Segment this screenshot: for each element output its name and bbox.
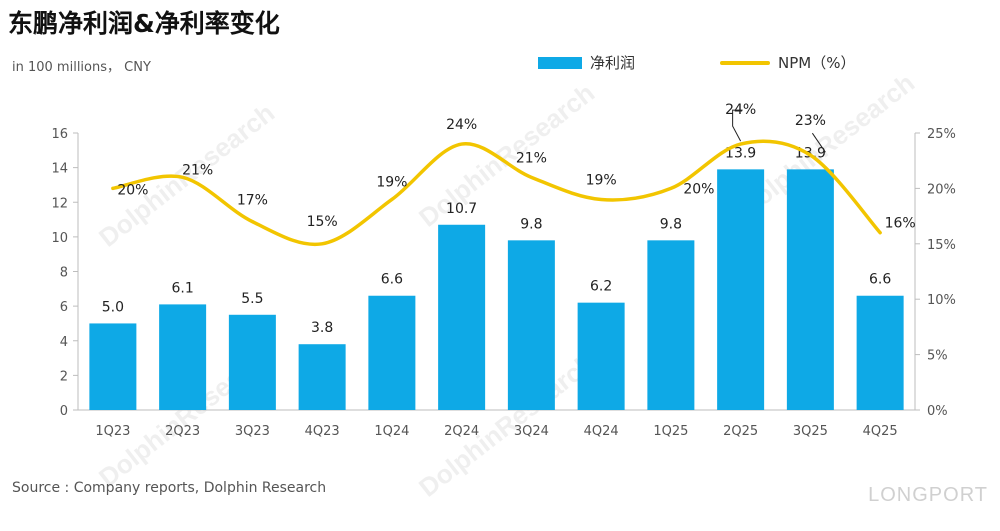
chart-title: 东鹏净利润&净利率变化 xyxy=(8,9,280,38)
bar-1Q24 xyxy=(368,295,416,410)
y-left-tick-label: 10 xyxy=(51,231,68,246)
legend-item-line: NPM（%） xyxy=(720,52,855,73)
bar-label-1Q24: 6.6 xyxy=(381,272,403,288)
y-left-tick-label: 4 xyxy=(60,335,68,350)
leader-line-2Q25 xyxy=(732,109,743,142)
line-label-2Q24: 24% xyxy=(446,117,477,133)
bar-4Q23 xyxy=(298,344,346,410)
bar-2Q23 xyxy=(159,304,207,410)
y-left-tick-label: 8 xyxy=(60,266,68,281)
legend-line-swatch xyxy=(720,60,770,65)
line-label-3Q23: 17% xyxy=(237,193,268,209)
unit-label: in 100 millions， CNY xyxy=(12,60,151,75)
legend-label-line: NPM（%） xyxy=(778,54,856,72)
x-tick-label-4Q25: 4Q25 xyxy=(863,424,898,439)
longport-logo: LONGPORT xyxy=(868,484,988,506)
bar-label-3Q24: 9.8 xyxy=(520,216,542,232)
y-right-tick-label: 0% xyxy=(927,404,948,419)
bar-1Q23 xyxy=(89,323,137,410)
bar-4Q25 xyxy=(856,295,904,410)
bar-label-4Q25: 6.6 xyxy=(869,272,891,288)
line-label-2Q23: 21% xyxy=(182,162,213,178)
y-right-tick-label: 10% xyxy=(927,293,956,308)
x-tick-label-3Q23: 3Q23 xyxy=(235,424,270,439)
x-tick-label-2Q23: 2Q23 xyxy=(165,424,200,439)
source-note: Source : Company reports, Dolphin Resear… xyxy=(12,480,327,496)
bar-1Q25 xyxy=(647,240,695,410)
y-right-tick-label: 15% xyxy=(927,238,956,253)
line-label-4Q23: 15% xyxy=(307,214,338,230)
bar-3Q24 xyxy=(507,240,555,410)
x-tick-label-1Q23: 1Q23 xyxy=(95,424,130,439)
bar-2Q25 xyxy=(717,169,765,410)
bar-label-1Q25: 9.8 xyxy=(660,216,682,232)
x-tick-label-2Q25: 2Q25 xyxy=(723,424,758,439)
line-label-1Q24: 19% xyxy=(376,174,407,190)
y-left-tick-label: 0 xyxy=(60,404,68,419)
y-left-tick-label: 12 xyxy=(51,196,68,211)
bar-label-2Q25: 13.9 xyxy=(725,145,756,161)
x-tick-label-2Q24: 2Q24 xyxy=(444,424,479,439)
line-label-4Q25: 16% xyxy=(885,216,916,232)
line-label-3Q25: 23% xyxy=(795,113,826,129)
y-right-tick-label: 25% xyxy=(927,127,956,142)
bar-label-3Q23: 5.5 xyxy=(241,291,263,307)
bar-3Q23 xyxy=(228,314,276,410)
legend-bar-swatch xyxy=(538,56,582,69)
leader-line-3Q25 xyxy=(811,132,826,153)
legend-label-bar: 净利润 xyxy=(590,54,636,72)
line-label-4Q24: 19% xyxy=(586,172,617,188)
line-label-1Q23: 20% xyxy=(117,182,148,198)
line-label-1Q25: 20% xyxy=(683,181,714,197)
x-tick-label-3Q25: 3Q25 xyxy=(793,424,828,439)
x-tick-label-3Q24: 3Q24 xyxy=(514,424,549,439)
y-right-tick-label: 20% xyxy=(927,182,956,197)
y-left-tick-label: 16 xyxy=(51,127,68,142)
bar-label-4Q24: 6.2 xyxy=(590,279,612,295)
bar-label-1Q23: 5.0 xyxy=(102,299,124,315)
legend-item-bar: 净利润 xyxy=(538,52,635,73)
bar-label-4Q23: 3.8 xyxy=(311,320,333,336)
bar-label-2Q24: 10.7 xyxy=(446,201,477,217)
y-left-tick-label: 6 xyxy=(60,300,68,315)
x-tick-label-4Q23: 4Q23 xyxy=(305,424,340,439)
bar-label-2Q23: 6.1 xyxy=(171,280,193,296)
x-tick-label-1Q24: 1Q24 xyxy=(374,424,409,439)
bar-3Q25 xyxy=(786,169,834,410)
x-tick-label-4Q24: 4Q24 xyxy=(584,424,619,439)
bar-2Q24 xyxy=(438,224,486,410)
y-left-tick-label: 2 xyxy=(60,369,68,384)
line-label-3Q24: 21% xyxy=(516,150,547,166)
bar-4Q24 xyxy=(577,302,625,410)
y-left-tick-label: 14 xyxy=(51,162,68,177)
npm-line xyxy=(111,139,882,247)
y-right-tick-label: 5% xyxy=(927,349,948,364)
x-tick-label-1Q25: 1Q25 xyxy=(653,424,688,439)
